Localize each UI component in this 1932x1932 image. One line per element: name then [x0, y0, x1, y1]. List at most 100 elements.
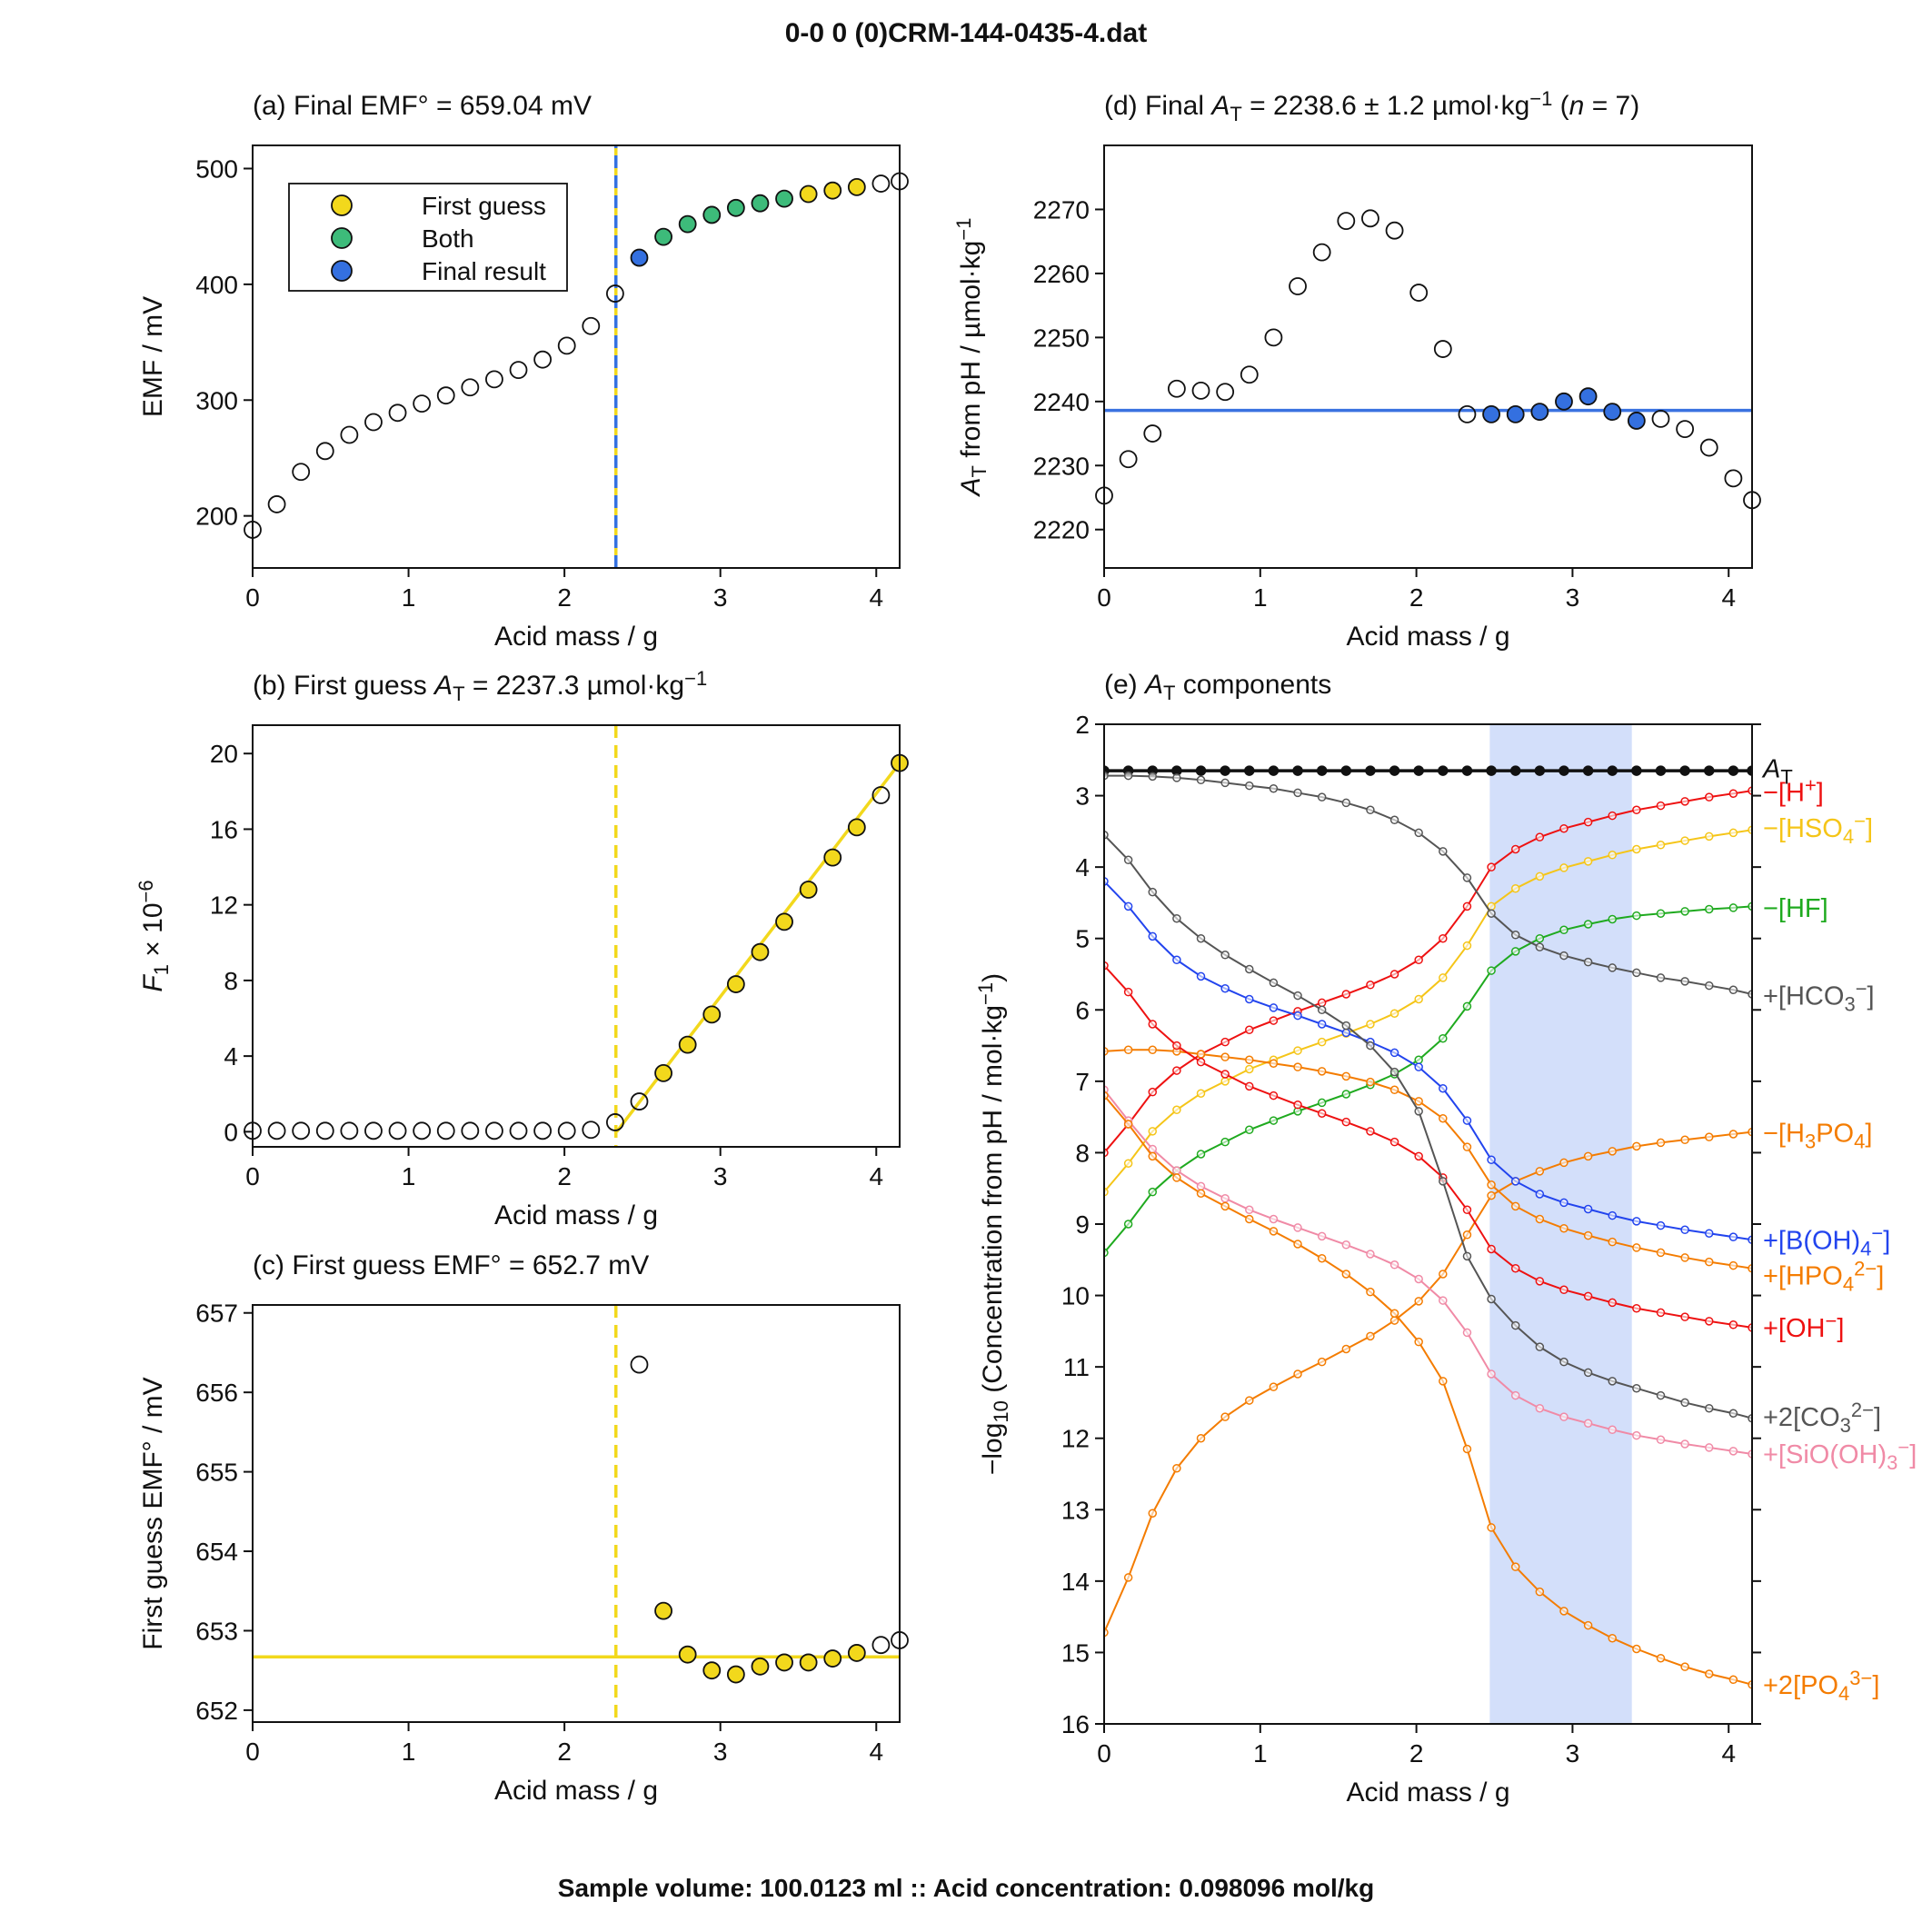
y-axis-label-part: F: [138, 974, 168, 992]
series-point-co3: [1608, 1377, 1617, 1386]
y-tick-label: 200: [195, 503, 238, 531]
series-label-hco3-part: −: [1856, 978, 1867, 1001]
series-point-hco3: [1293, 788, 1302, 798]
series-point-po4: [1680, 1662, 1689, 1671]
series-point-hplus: [1559, 823, 1569, 833]
panel-title-part: −1: [1529, 87, 1552, 110]
series-point-boh4: [1269, 1003, 1279, 1012]
series-point-hpo4: [1632, 1243, 1641, 1252]
series-point-boh4: [1728, 1232, 1738, 1241]
series-point-hpo4: [1196, 1050, 1206, 1059]
series-point-co3: [1269, 978, 1279, 988]
series-point-h3po4: [1196, 1433, 1206, 1443]
series-point-hplus: [1439, 933, 1448, 943]
x-tick-label: 4: [1721, 583, 1736, 612]
series-point-co3: [1317, 1005, 1327, 1015]
series-point-po4: [1583, 1620, 1593, 1630]
series-point-hplus: [1583, 817, 1593, 827]
data-point-unused: [630, 1092, 649, 1110]
data-point-unused: [461, 1121, 480, 1140]
series-point-hco3: [1245, 781, 1254, 791]
series-label-hco3-part: 3: [1844, 992, 1855, 1015]
series-point-h3po4: [1293, 1369, 1302, 1379]
data-point-final: [1578, 387, 1598, 406]
series-point-hpo4: [1680, 1253, 1689, 1262]
series-point-hplus: [1632, 805, 1641, 815]
series-point-hco3: [1341, 798, 1351, 808]
series-point-hpo4: [1245, 1055, 1254, 1065]
panel-title-part: A: [1143, 670, 1163, 700]
series-point-co3: [1656, 1390, 1666, 1400]
series-point-sioh3: [1220, 1193, 1230, 1203]
series-point-boh4: [1535, 1190, 1545, 1199]
series-point-hco3: [1414, 828, 1423, 838]
x-tick-label: 4: [869, 583, 883, 612]
panel-title-part: −1: [684, 667, 707, 690]
series-point-hf: [1123, 1220, 1133, 1229]
y-axis-label-part: −6: [134, 880, 157, 902]
series-point-at: [1747, 765, 1752, 776]
series-label-hco3-part: +[HCO: [1763, 982, 1844, 1011]
series-point-co3: [1462, 1251, 1472, 1261]
data-point-unused: [485, 370, 503, 389]
data-point-guess: [799, 184, 818, 204]
series-point-po4: [1705, 1669, 1714, 1678]
data-point-unused: [1264, 328, 1283, 347]
series-point-hco3: [1559, 951, 1569, 961]
y-tick-label: 15: [1061, 1638, 1090, 1667]
series-point-at: [1486, 765, 1497, 776]
series-point-po4: [1317, 1253, 1327, 1263]
x-tick-label: 4: [869, 1738, 883, 1766]
x-tick-label: 0: [245, 1738, 260, 1766]
series-point-h3po4: [1220, 1412, 1230, 1421]
series-point-h3po4: [1172, 1463, 1181, 1473]
figure-footer: Sample volume: 100.0123 ml :: Acid conce…: [558, 1874, 1374, 1902]
series-point-at: [1631, 765, 1642, 776]
x-axis-label: Acid mass / g: [494, 622, 658, 652]
series-label-hco3-part: ]: [1867, 982, 1875, 1011]
series-point-hso4: [1293, 1046, 1302, 1055]
series-point-boh4: [1293, 1011, 1302, 1021]
series-point-at: [1413, 765, 1424, 776]
series-point-hf: [1245, 1125, 1254, 1135]
panel-title: (e) AT components: [1104, 670, 1331, 704]
series-label-co3-part: +2[CO: [1763, 1403, 1840, 1432]
series-point-sioh3: [1705, 1443, 1714, 1452]
series-label-hpo4: +[HPO42−]: [1763, 1258, 1884, 1295]
y-tick-label: 7: [1075, 1068, 1090, 1096]
data-point-unused: [1724, 469, 1743, 488]
series-oh: [1104, 961, 1752, 1332]
x-tick-label: 2: [557, 1162, 572, 1190]
series-point-hco3: [1705, 981, 1714, 991]
series-label-hco3: +[HCO3−]: [1763, 978, 1875, 1015]
x-tick-label: 3: [713, 583, 728, 612]
series-point-h3po4: [1269, 1382, 1279, 1391]
series-point-hco3: [1439, 847, 1448, 856]
series-point-hf: [1510, 947, 1520, 956]
series-point-hso4: [1245, 1064, 1254, 1074]
series-point-at: [1728, 765, 1739, 776]
legend-marker: [331, 260, 353, 282]
series-line-hplus: [1104, 790, 1752, 1154]
y-tick-label: 2230: [1033, 452, 1090, 480]
series-point-po4: [1728, 1675, 1738, 1685]
series-point-sioh3: [1656, 1435, 1666, 1445]
data-point-guess: [823, 181, 842, 200]
panel-title: (d) Final AT = 2238.6 ± 1.2 µmol·kg−1 (n…: [1104, 87, 1639, 124]
data-point-unused: [533, 350, 553, 369]
y-tick-label: 16: [210, 815, 238, 843]
series-point-hso4: [1366, 1020, 1375, 1029]
series-point-hco3: [1366, 805, 1375, 815]
data-point-unused: [413, 1121, 432, 1140]
series-point-co3: [1123, 855, 1133, 865]
series-point-hpo4: [1317, 1067, 1327, 1076]
series-label-at: AT: [1761, 755, 1793, 789]
data-point-unused: [605, 284, 624, 303]
series-label-boh4-part: 4: [1860, 1237, 1871, 1260]
panel-title-part: = 2238.6 ± 1.2 µmol·kg: [1242, 91, 1529, 121]
series-po4: [1104, 1090, 1752, 1689]
data-point-final: [1506, 405, 1525, 423]
series-line-oh: [1104, 964, 1752, 1329]
series-point-hpo4: [1728, 1260, 1738, 1270]
legend-marker: [331, 227, 353, 249]
